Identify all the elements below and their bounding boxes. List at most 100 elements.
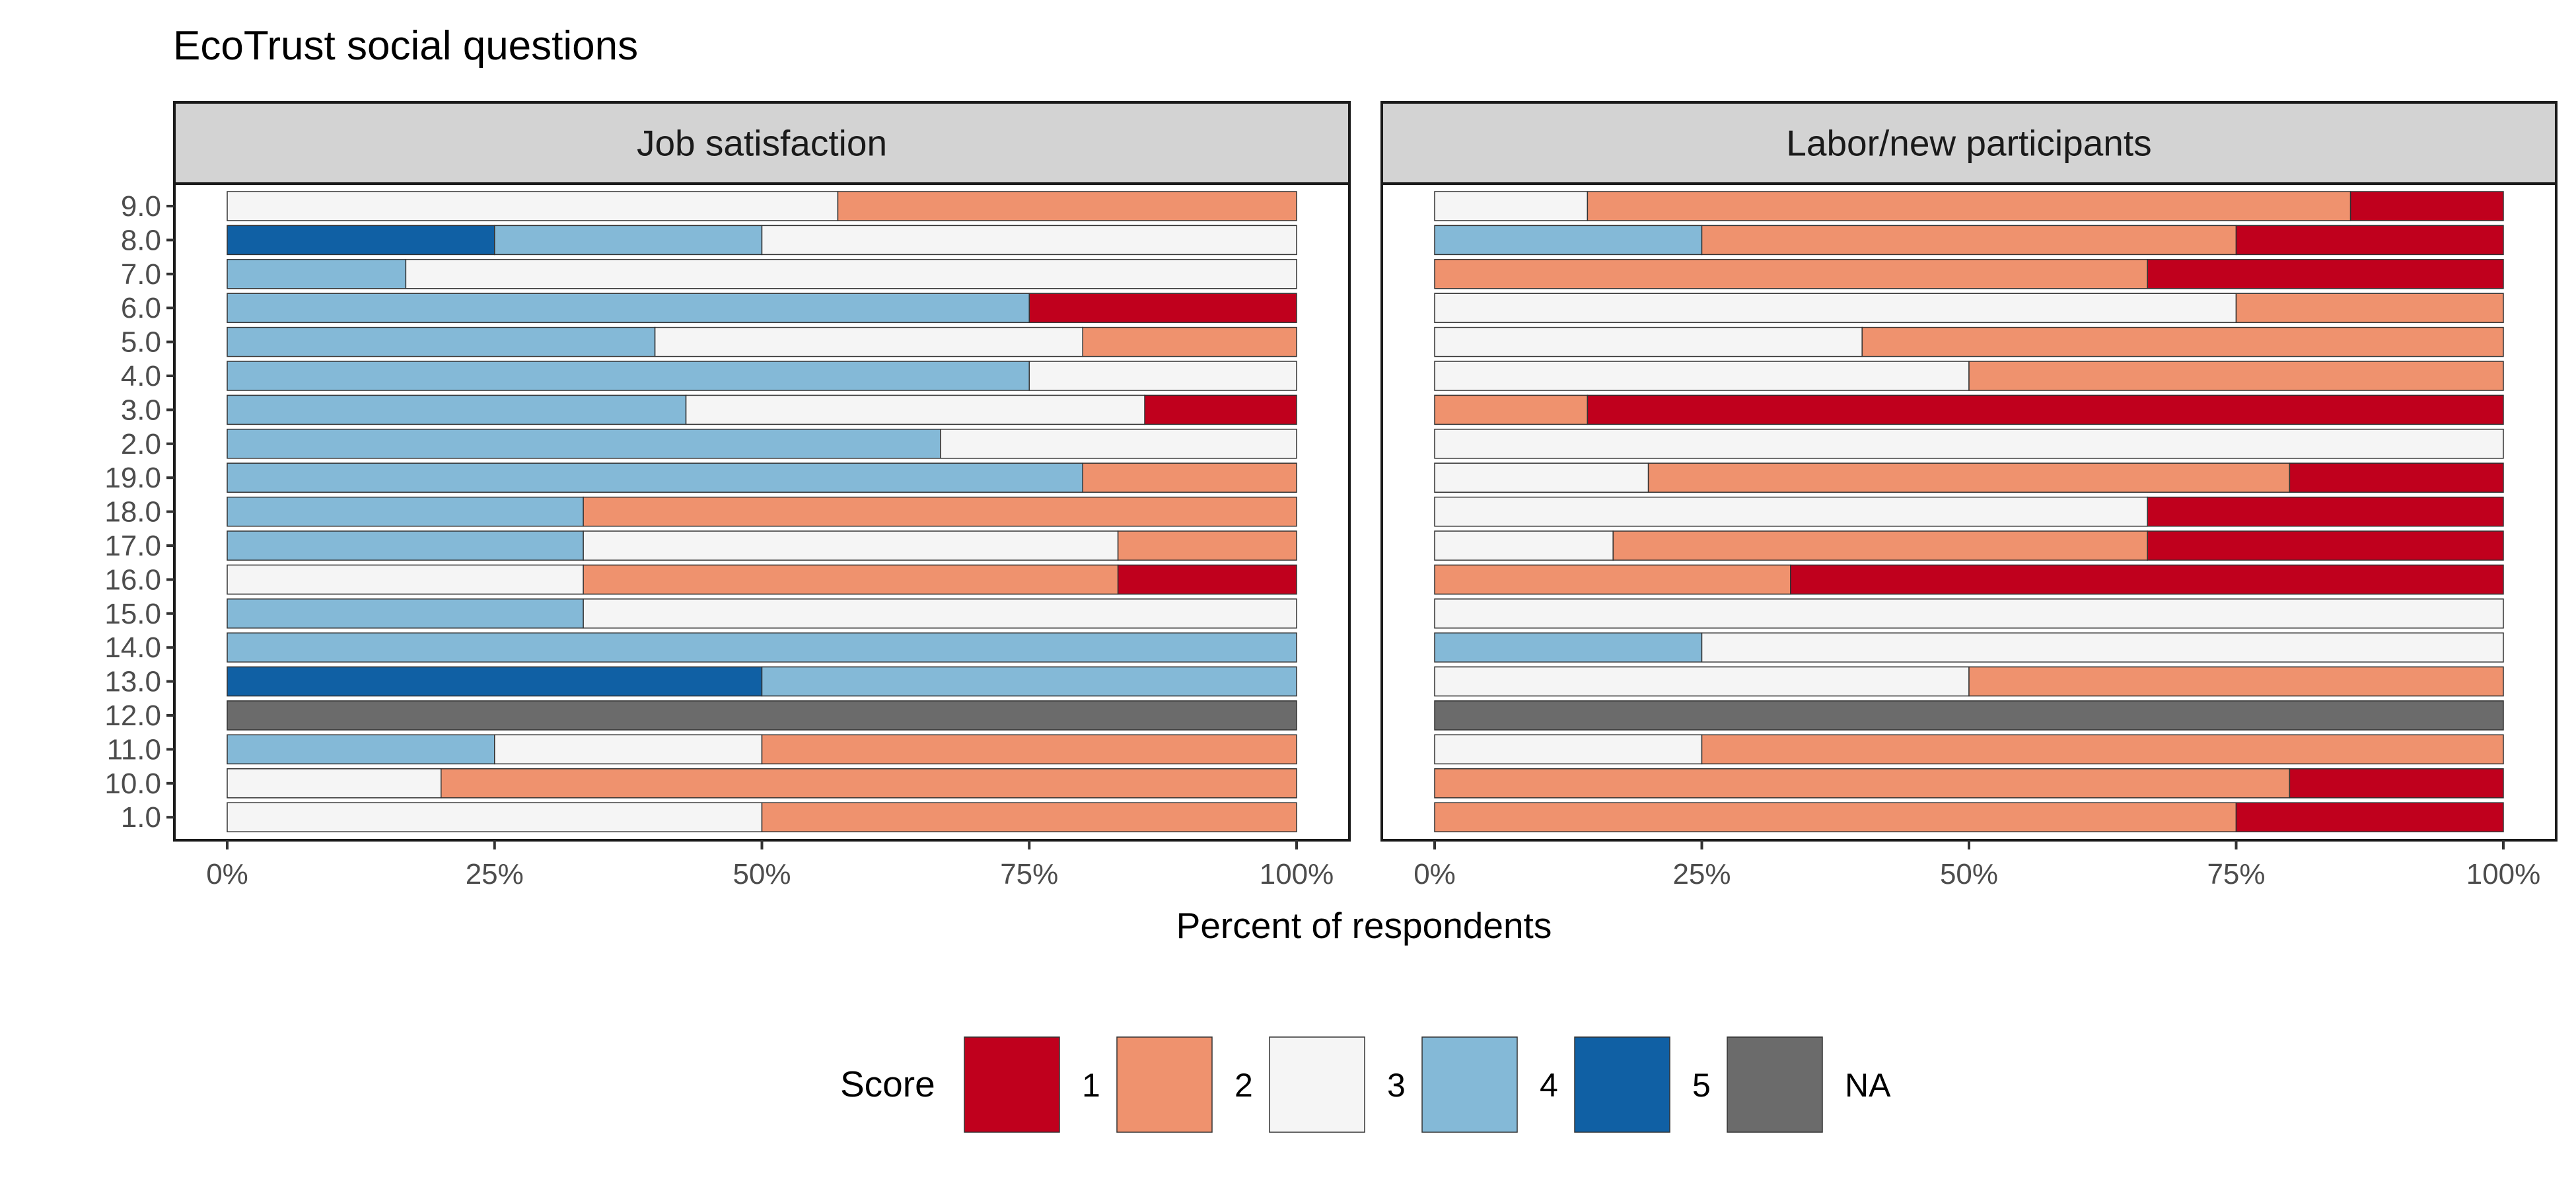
bar-segment-11.0-score-2 [761,734,1297,765]
bar-segment-7.0-score-1 [2147,259,2504,289]
bar-segment-19.0-score-1 [2289,462,2504,493]
bar-segment-16.0-score-1 [1790,564,2504,595]
bar-segment-2.0-score-4 [227,429,941,459]
bar-segment-8.0-score-3 [761,225,1297,256]
y-tick-label: 12.0 [104,700,161,732]
bar-segment-19.0-score-2 [1082,462,1297,493]
y-tick-label: 1.0 [121,801,161,834]
bar-segment-8.0-score-1 [2235,225,2504,256]
bar-segment-14.0-score-4 [1434,632,1703,663]
bar-segment-17.0-score-1 [2147,530,2504,561]
legend-label: 3 [1387,1067,1406,1104]
bar-segment-1.0-score-3 [227,802,763,832]
legend-label: 4 [1540,1067,1558,1104]
bar-segment-7.0-score-3 [405,259,1297,289]
y-tick-label: 19.0 [104,462,161,494]
bar-segment-15.0-score-3 [583,598,1297,629]
bar-segment-13.0-score-4 [761,666,1297,697]
bar-segment-8.0-score-4 [494,225,763,256]
legend-entry: 4 [1421,1036,1558,1133]
legend-entry: 1 [964,1036,1100,1133]
bar-segment-6.0-score-3 [1434,293,2237,323]
bar-segment-9.0-score-2 [837,191,1297,221]
legend: Score 1 2 3 4 5 NA [840,1036,1891,1133]
bar-segment-19.0-score-4 [227,462,1083,493]
bar-segment-5.0-score-2 [1861,326,2504,357]
panel-1: Job satisfaction 0% 25% 50% 75% 100% 9.08.07.0… [104,101,1351,890]
bar-segment-4.0-score-2 [1968,361,2504,391]
legend-key [1727,1036,1823,1133]
x-tick-label: 0% [206,858,248,890]
legend-label: 5 [1692,1067,1711,1104]
y-tick-label: 9.0 [121,190,161,223]
x-axis: 0% 25% 50% 75% 100% [1413,840,2540,890]
bars [1434,191,2504,832]
y-tick-label: 14.0 [104,631,161,664]
legend-entry: 3 [1269,1036,1406,1133]
bar-segment-18.0-score-1 [2147,496,2504,527]
bar-segment-5.0-score-3 [1434,326,1863,357]
bar-segment-16.0-score-2 [583,564,1119,595]
x-tick-label: 25% [466,858,524,890]
bar-segment-12.0-score-NA [1434,700,2504,731]
x-tick-label: 50% [1940,858,1998,890]
y-tick-label: 11.0 [107,733,161,766]
bar-segment-5.0-score-4 [227,326,656,357]
bar-segment-3.0-score-4 [227,394,687,425]
bar-segment-10.0-score-2 [441,768,1297,799]
legend-key [1421,1036,1518,1133]
x-tick-label: 0% [1413,858,1456,890]
bar-segment-17.0-score-3 [1434,530,1614,561]
bar-segment-10.0-score-3 [227,768,442,799]
bar-segment-9.0-score-3 [1434,191,1589,221]
x-tick-label: 75% [1000,858,1058,890]
bar-segment-3.0-score-3 [685,394,1145,425]
bar-segment-11.0-score-3 [494,734,763,765]
bar-segment-6.0-score-4 [227,293,1030,323]
bar-segment-17.0-score-2 [1612,530,2148,561]
bars [227,191,1297,832]
y-tick-label: 15.0 [104,598,161,630]
y-tick-label: 10.0 [104,768,161,800]
panel-title: Labor/new participants [1786,123,2151,164]
legend-key [1116,1036,1213,1133]
legend-label: 2 [1234,1067,1253,1104]
x-axis-label: Percent of respondents [1176,905,1552,946]
y-tick-label: 16.0 [104,563,161,596]
bar-segment-15.0-score-3 [1434,598,2504,629]
panel-title: Job satisfaction [637,123,887,164]
bar-segment-9.0-score-3 [227,191,839,221]
bar-segment-1.0-score-2 [761,802,1297,832]
bar-segment-13.0-score-5 [227,666,763,697]
x-tick-label: 75% [2207,858,2265,890]
bar-segment-7.0-score-4 [227,259,407,289]
bar-segment-8.0-score-4 [1434,225,1703,256]
bar-segment-17.0-score-2 [1117,530,1297,561]
panel-2: Labor/new participants 0% 25% 50% 75% 100% [1380,101,2558,890]
legend-label: NA [1845,1067,1891,1104]
x-tick-label: 100% [2466,858,2541,890]
y-tick-label: 2.0 [121,428,161,460]
y-tick-label: 4.0 [121,360,161,392]
x-tick-label: 50% [733,858,791,890]
legend-entry: 2 [1116,1036,1253,1133]
bar-segment-16.0-score-3 [227,564,584,595]
bar-segment-14.0-score-4 [227,632,1297,663]
y-tick-label: 17.0 [104,530,161,562]
legend-title: Score [840,1063,935,1104]
bar-segment-1.0-score-2 [1434,802,2237,832]
bar-segment-2.0-score-3 [940,429,1297,459]
bar-segment-19.0-score-2 [1647,462,2291,493]
bar-segment-4.0-score-3 [1028,361,1297,391]
bar-segment-14.0-score-3 [1701,632,2504,663]
panels: Job satisfaction 0% 25% 50% 75% 100% 9.08.07.0… [104,101,2558,890]
bar-segment-11.0-score-4 [227,734,495,765]
bar-segment-13.0-score-2 [1968,666,2504,697]
bar-segment-10.0-score-1 [2289,768,2504,799]
x-tick-label: 100% [1260,858,1334,890]
legend-entry: 5 [1574,1036,1711,1133]
bar-segment-9.0-score-1 [2349,191,2504,221]
bar-segment-11.0-score-3 [1434,734,1703,765]
legend-label: 1 [1082,1067,1100,1104]
y-tick-label: 18.0 [104,496,161,528]
